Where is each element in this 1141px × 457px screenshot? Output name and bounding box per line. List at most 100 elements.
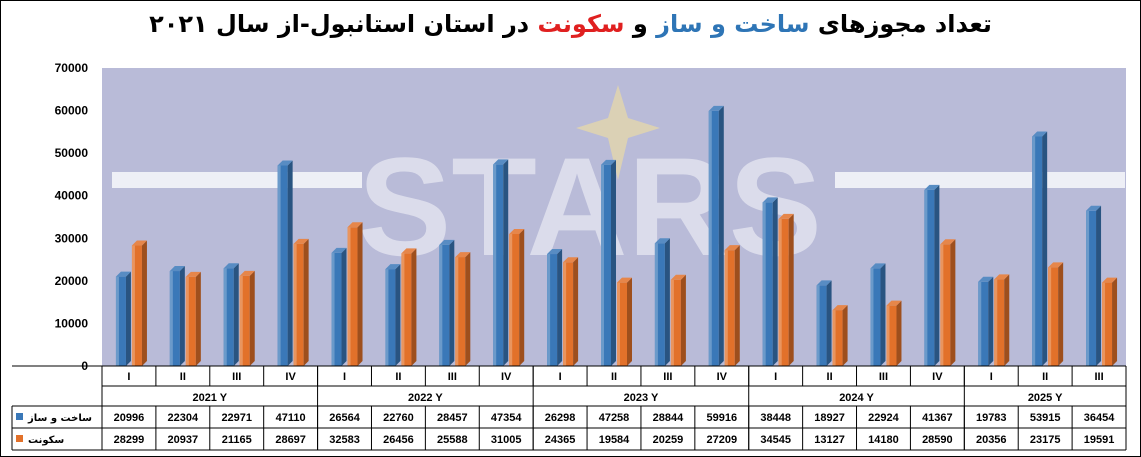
data-table: 2021 Y 2022 Y 2023 Y 2024 Y 2025 Y I 20996 2829… bbox=[11, 365, 1127, 451]
y-tick-label: 60000 bbox=[55, 104, 89, 118]
bar-occupancy bbox=[1102, 277, 1118, 366]
data-value: 36454 bbox=[1084, 412, 1115, 424]
data-value: 47354 bbox=[491, 412, 522, 424]
title-part-2: ساخت و ساز bbox=[656, 10, 810, 38]
quarter-label: II bbox=[180, 371, 186, 383]
quarter-label: IV bbox=[285, 371, 296, 383]
quarter-label: I bbox=[559, 371, 562, 383]
bar-occupancy bbox=[455, 252, 471, 366]
quarter-label: III bbox=[448, 371, 457, 383]
data-value: 20996 bbox=[114, 412, 145, 424]
watermark-text: STARS bbox=[358, 128, 822, 285]
legend-label: سکونت bbox=[28, 435, 64, 446]
bar-construction bbox=[385, 264, 401, 366]
bar-occupancy bbox=[778, 213, 794, 366]
legend-label: ساخت و ساز bbox=[27, 413, 92, 424]
year-label: 2023 Y bbox=[624, 392, 659, 404]
y-tick-label: 50000 bbox=[55, 146, 89, 160]
quarter-label: III bbox=[232, 371, 241, 383]
data-value: 19584 bbox=[599, 434, 630, 446]
data-value: 53915 bbox=[1030, 412, 1061, 424]
bar-construction bbox=[493, 159, 509, 366]
y-tick-label: 10000 bbox=[55, 316, 89, 330]
bar-construction bbox=[601, 159, 616, 366]
quarter-label: II bbox=[1042, 371, 1048, 383]
chart-title: تعداد مجوزهای ساخت و ساز و سکونت در استا… bbox=[0, 10, 1141, 38]
bar-construction bbox=[762, 197, 778, 366]
data-value: 31005 bbox=[491, 434, 522, 446]
data-value: 22760 bbox=[383, 412, 414, 424]
data-value: 47110 bbox=[276, 412, 306, 424]
bars bbox=[115, 105, 1118, 367]
bar-construction bbox=[816, 280, 832, 366]
bar-construction bbox=[1086, 205, 1102, 366]
watermark-star bbox=[576, 85, 660, 180]
data-value: 13127 bbox=[814, 434, 845, 446]
quarter-label: III bbox=[1094, 371, 1103, 383]
title-part-3: و bbox=[632, 10, 648, 38]
data-value: 25588 bbox=[437, 434, 468, 446]
bar-occupancy bbox=[185, 271, 201, 366]
bar-construction bbox=[870, 263, 886, 366]
bar-construction bbox=[654, 238, 670, 366]
bar-construction bbox=[169, 266, 185, 366]
quarter-label: III bbox=[879, 371, 888, 383]
bar-construction bbox=[439, 239, 455, 366]
quarter-label: I bbox=[990, 371, 993, 383]
y-tick-label: 30000 bbox=[55, 231, 89, 245]
data-value: 32583 bbox=[329, 434, 360, 446]
year-label: 2022 Y bbox=[408, 392, 443, 404]
data-value: 20259 bbox=[653, 434, 684, 446]
quarter-label: II bbox=[611, 371, 617, 383]
data-value: 28457 bbox=[437, 412, 468, 424]
bar-occupancy bbox=[1048, 262, 1064, 366]
data-value: 47258 bbox=[599, 412, 630, 424]
bar-occupancy bbox=[131, 240, 147, 366]
bar-occupancy bbox=[940, 239, 956, 366]
bar-occupancy bbox=[293, 238, 309, 366]
quarter-label: III bbox=[663, 371, 672, 383]
quarter-label: I bbox=[343, 371, 346, 383]
data-value: 28697 bbox=[275, 434, 306, 446]
y-tick-label: 40000 bbox=[55, 189, 89, 203]
year-label: 2021 Y bbox=[192, 392, 227, 404]
legend-swatch bbox=[16, 413, 23, 420]
bar-construction bbox=[924, 184, 940, 366]
bar-occupancy bbox=[563, 257, 579, 366]
data-value: 20356 bbox=[976, 434, 1007, 446]
year-label: 2024 Y bbox=[839, 392, 874, 404]
title-part-5: در استان استانبول-از سال ۲۰۲۱ bbox=[149, 10, 530, 38]
bar-construction bbox=[708, 105, 724, 367]
data-value: 26456 bbox=[383, 434, 414, 446]
data-value: 18927 bbox=[814, 412, 845, 424]
title-part-1: تعداد مجوزهای bbox=[817, 10, 992, 38]
quarter-label: I bbox=[774, 371, 777, 383]
data-value: 22971 bbox=[221, 412, 252, 424]
data-value: 28590 bbox=[922, 434, 953, 446]
quarter-label: I bbox=[127, 371, 130, 383]
data-value: 41367 bbox=[922, 412, 953, 424]
legend-swatch bbox=[16, 435, 23, 442]
bar-occupancy bbox=[886, 300, 902, 366]
data-value: 23175 bbox=[1030, 434, 1061, 446]
data-value: 20937 bbox=[168, 434, 199, 446]
bar-construction bbox=[223, 263, 239, 366]
bar-construction bbox=[978, 276, 994, 366]
y-tick-label: 70000 bbox=[55, 61, 89, 75]
y-tick-label: 20000 bbox=[55, 274, 89, 288]
data-value: 34545 bbox=[760, 434, 791, 446]
title-part-4: سکونت bbox=[537, 10, 625, 38]
bar-occupancy bbox=[347, 222, 363, 366]
watermark-band-right bbox=[835, 172, 1125, 188]
quarter-label: IV bbox=[501, 371, 512, 383]
bar-occupancy bbox=[670, 274, 686, 366]
data-value: 26298 bbox=[545, 412, 576, 424]
quarter-label: II bbox=[827, 371, 833, 383]
bar-construction bbox=[331, 247, 347, 366]
data-value: 19783 bbox=[976, 412, 1007, 424]
quarter-label: II bbox=[395, 371, 401, 383]
data-value: 27209 bbox=[706, 434, 737, 446]
bar-occupancy bbox=[994, 274, 1010, 366]
